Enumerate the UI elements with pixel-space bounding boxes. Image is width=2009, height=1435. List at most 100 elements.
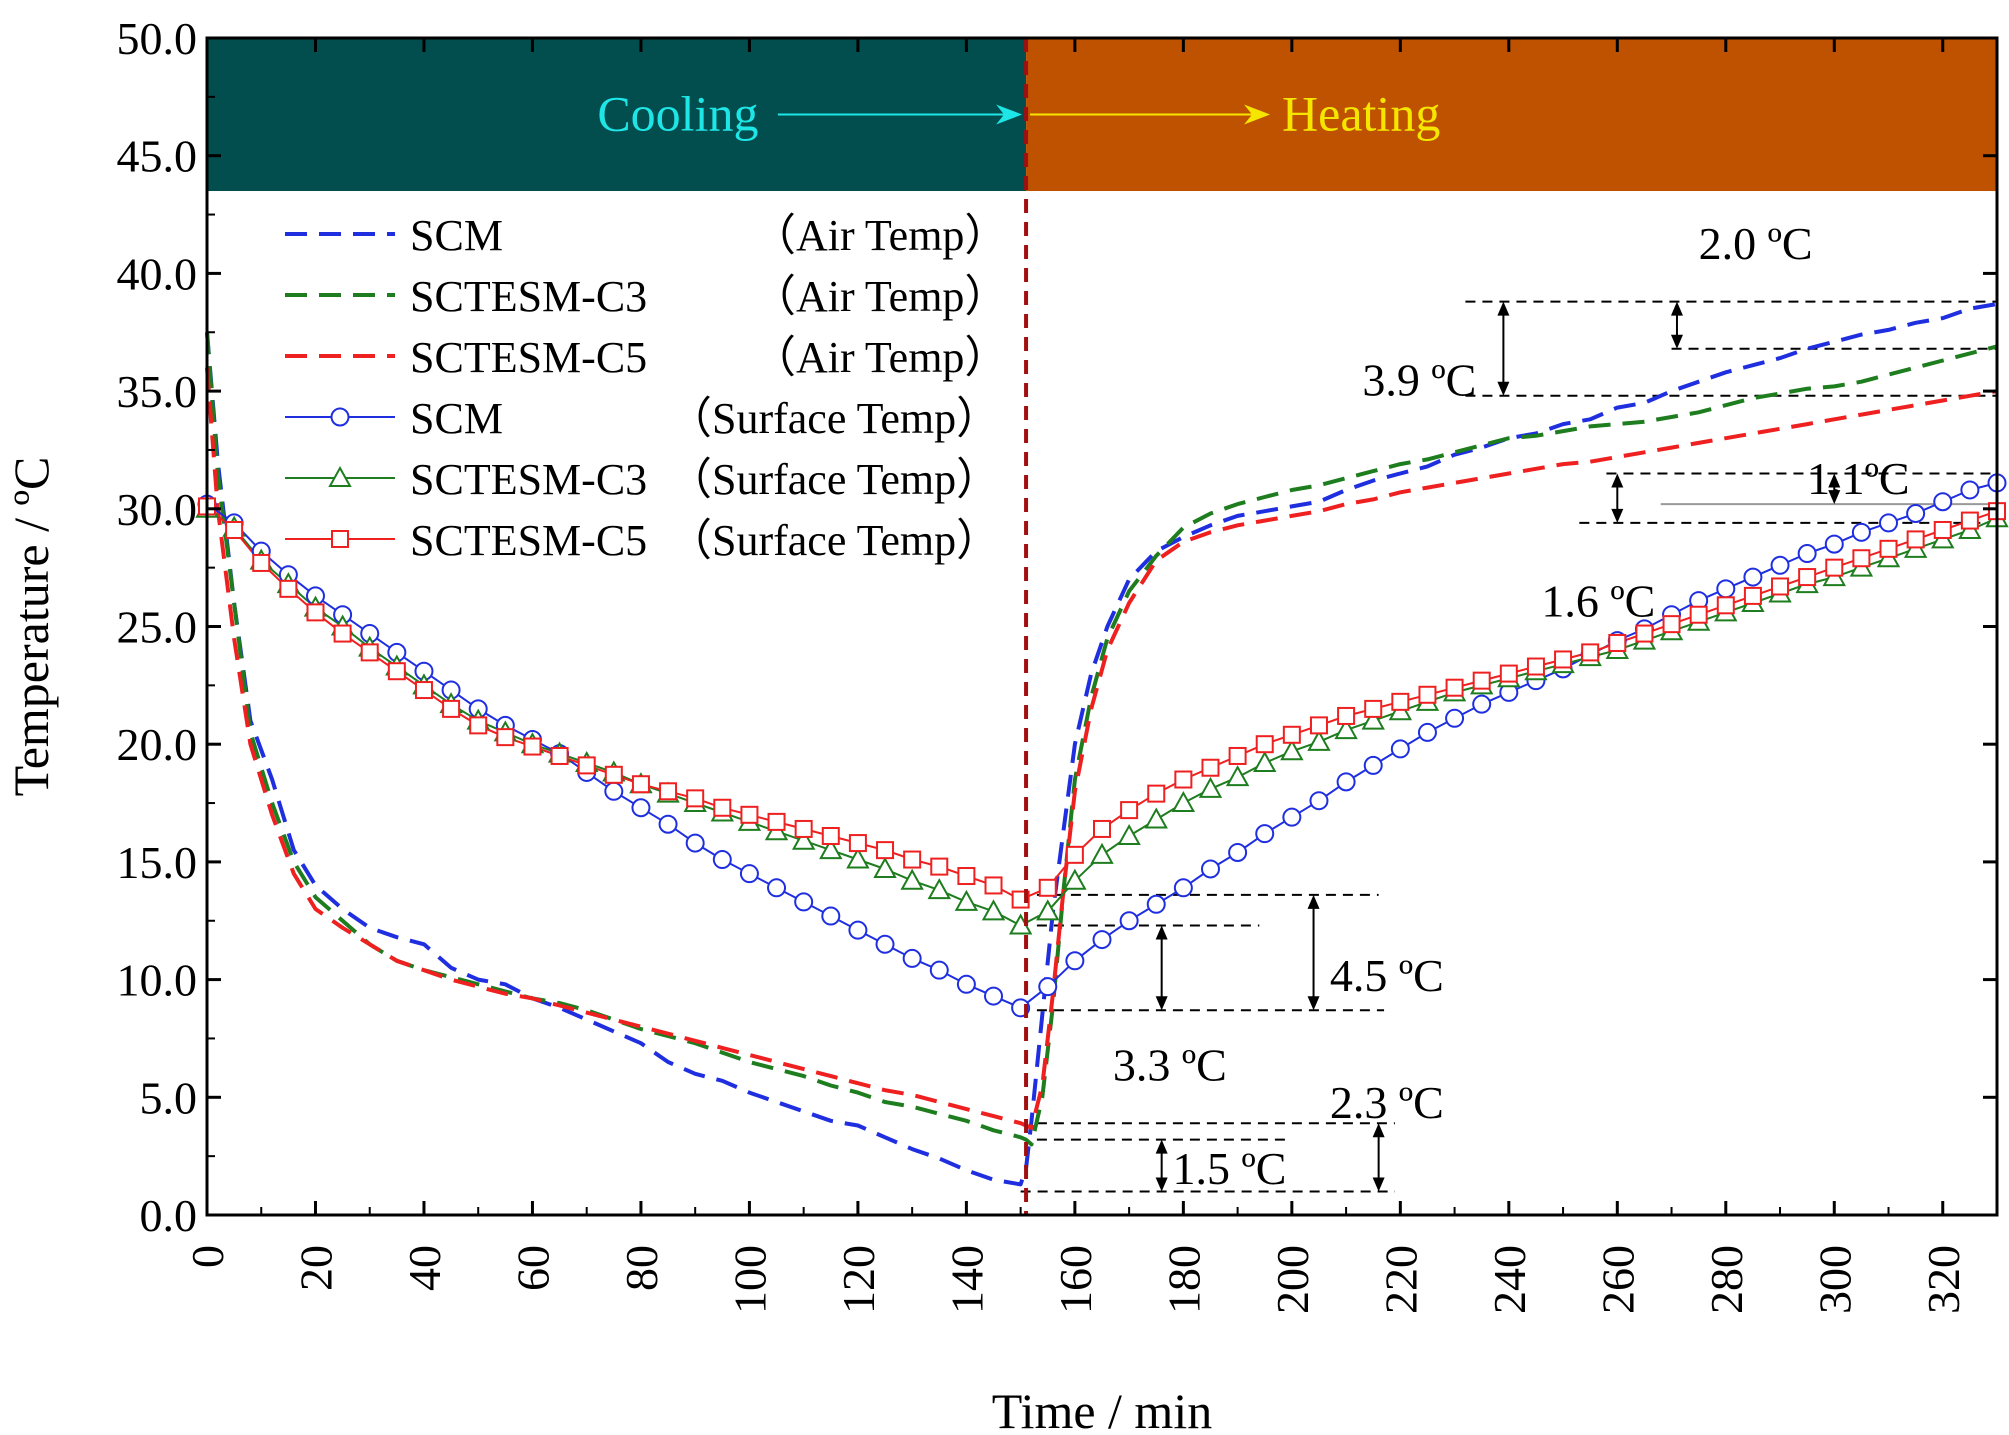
- data-point-scm-surface: [1309, 791, 1329, 811]
- phase-arrow-heating-head: [1244, 104, 1271, 125]
- annotation-1.1-arrow-head-bottom: [1828, 490, 1841, 505]
- y-tick-label: 50.0: [117, 13, 198, 64]
- legend-series-name: SCM: [410, 394, 503, 443]
- data-point-sctesm-c5-surface: [1147, 784, 1166, 803]
- data-point-sctesm-c5-surface: [1337, 706, 1356, 725]
- data-point-scm-surface: [1445, 708, 1465, 728]
- legend: SCM （Air Temp） SCTESM-C3 （Air Temp） SCTESM-C…: [285, 211, 1008, 565]
- data-point-sctesm-c5-surface: [550, 746, 569, 765]
- data-point-scm-surface: [902, 948, 922, 968]
- annotation-1.1-arrow-head-top: [1828, 473, 1841, 488]
- data-point-scm-surface: [1363, 755, 1383, 775]
- phase-label-heating: Heating: [1282, 86, 1440, 142]
- data-point-sctesm-c3-surface: [1361, 708, 1385, 730]
- data-point-sctesm-c3-surface: [1280, 739, 1304, 761]
- data-point-sctesm-c5-surface: [713, 798, 732, 817]
- data-point-scm-surface: [1390, 739, 1410, 759]
- legend-swatch-marker: [330, 407, 350, 427]
- data-point-scm-surface: [1092, 930, 1112, 950]
- data-point-scm-surface: [1200, 859, 1220, 879]
- data-point-sctesm-c3-surface: [900, 868, 924, 890]
- data-point-sctesm-c3-surface: [1253, 750, 1277, 773]
- data-point-sctesm-c5-surface: [1906, 530, 1925, 549]
- data-point-sctesm-c5-surface: [252, 553, 271, 572]
- data-point-sctesm-c3-surface: [1334, 718, 1358, 740]
- data-point-scm-surface: [712, 850, 732, 870]
- data-point-scm-surface: [929, 960, 949, 980]
- data-point-scm-surface: [1038, 977, 1058, 997]
- phase-bands: Cooling Heating: [207, 38, 1997, 192]
- legend-series-tag: （Air Temp）: [752, 333, 1008, 382]
- annotation-3.9-label: 3.9 ºC: [1362, 354, 1476, 405]
- data-point-sctesm-c5-surface: [469, 716, 488, 735]
- data-point-sctesm-c5-surface: [903, 850, 922, 869]
- data-point-sctesm-c3-surface: [1036, 899, 1060, 921]
- data-point-sctesm-c5-surface: [957, 867, 976, 886]
- annotation-2.0-label: 2.0 ºC: [1699, 218, 1813, 269]
- y-tick-label: 25.0: [117, 602, 198, 653]
- data-point-sctesm-c3-surface: [819, 838, 843, 860]
- data-point-sctesm-c3-surface: [1117, 823, 1141, 846]
- annotation-3.9-arrow-head-top: [1497, 301, 1510, 316]
- x-tick-label: 80: [616, 1245, 667, 1291]
- legend-series-name: SCTESM-C3: [410, 455, 647, 504]
- annotation-1.6-arrow-head-top: [1611, 473, 1624, 488]
- data-point-sctesm-c5-surface: [1391, 692, 1410, 711]
- data-point-sctesm-c5-surface: [1852, 549, 1871, 568]
- data-point-sctesm-c5-surface: [1282, 725, 1301, 744]
- data-point-sctesm-c5-surface: [848, 834, 867, 853]
- data-point-scm-surface: [1336, 772, 1356, 792]
- y-tick-label: 45.0: [117, 131, 198, 182]
- data-point-sctesm-c5-surface: [1825, 558, 1844, 577]
- data-point-sctesm-c5-surface: [930, 857, 949, 876]
- data-point-sctesm-c5-surface: [740, 805, 759, 824]
- data-point-sctesm-c5-surface: [1608, 633, 1627, 652]
- data-point-sctesm-c5-surface: [686, 789, 705, 808]
- annotation-2.3-label: 2.3 ºC: [1330, 1077, 1444, 1128]
- data-point-sctesm-c5-surface: [1065, 845, 1084, 864]
- legend-swatch-marker: [328, 465, 352, 487]
- data-point-sctesm-c5-surface: [1933, 520, 1952, 539]
- phase-label-cooling: Cooling: [597, 86, 758, 142]
- phase-arrow-cooling-head: [996, 104, 1023, 125]
- x-tick-label: 40: [399, 1245, 450, 1291]
- data-point-sctesm-c5-surface: [1798, 568, 1817, 587]
- data-point-scm-surface: [739, 864, 759, 884]
- data-point-scm-surface: [631, 798, 651, 818]
- data-point-sctesm-c5-surface: [496, 728, 515, 747]
- data-point-scm-surface: [1743, 567, 1763, 587]
- data-point-sctesm-c3-surface: [873, 856, 897, 878]
- annotation-1.1-label: 1.1ºC: [1807, 453, 1909, 504]
- annotation-4.5-arrow-head-top: [1307, 894, 1320, 909]
- data-point-sctesm-c3-surface: [1198, 776, 1223, 798]
- x-tick-label: 20: [290, 1245, 341, 1291]
- data-point-sctesm-c5-surface: [604, 765, 623, 784]
- data-point-sctesm-c5-surface: [1472, 671, 1491, 690]
- legend-swatch-marker: [331, 530, 349, 548]
- data-point-sctesm-c5-surface: [1635, 624, 1654, 643]
- data-point-sctesm-c3-surface: [981, 899, 1006, 921]
- data-point-sctesm-c5-surface: [1662, 615, 1681, 634]
- data-point-scm-surface: [1879, 513, 1899, 533]
- annotation-2.0-arrow-head-bottom: [1670, 334, 1683, 349]
- axes: 0.0 5.0 10.0 15.0 20.0 25.0 30.0 35.0 40.0 45.0 50…: [117, 13, 1997, 1314]
- x-tick-label: 180: [1158, 1245, 1209, 1314]
- data-point-sctesm-c5-surface: [1581, 643, 1600, 662]
- data-point-scm-surface: [984, 986, 1004, 1006]
- data-point-sctesm-c5-surface: [1120, 801, 1139, 820]
- data-point-sctesm-c5-surface: [1418, 685, 1437, 704]
- data-point-sctesm-c3-surface: [846, 847, 870, 869]
- data-point-sctesm-c3-surface: [791, 828, 816, 850]
- data-point-scm-surface: [1065, 951, 1085, 971]
- legend-series-tag: （Air Temp）: [752, 272, 1008, 321]
- data-point-scm-surface: [1851, 522, 1871, 542]
- data-point-sctesm-c5-surface: [225, 520, 244, 539]
- series-line-sctesm-c5-air: [205, 367, 1998, 1130]
- x-tick-label: 140: [941, 1245, 992, 1314]
- legend-series-name: SCTESM-C3: [410, 272, 647, 321]
- data-point-sctesm-c5-surface: [1526, 657, 1545, 676]
- data-point-sctesm-c5-surface: [631, 775, 650, 794]
- data-point-sctesm-c5-surface: [767, 812, 786, 831]
- y-tick-label: 15.0: [117, 837, 198, 888]
